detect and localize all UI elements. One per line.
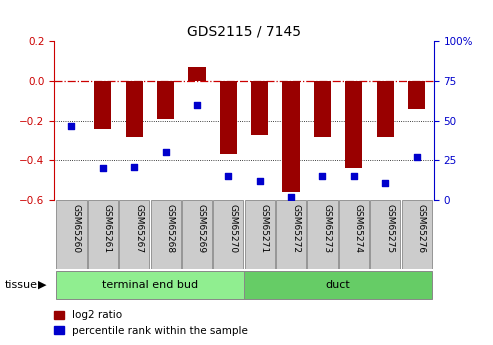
Text: ▶: ▶ [37,280,46,289]
Text: GSM65270: GSM65270 [228,204,237,253]
Bar [213,200,244,269]
Text: GSM65267: GSM65267 [134,204,143,253]
Bar [244,270,432,298]
Text: tissue: tissue [5,280,38,289]
Point [130,164,138,169]
Bar [182,200,212,269]
Point [224,174,232,179]
Bar [150,200,180,269]
Bar [282,81,300,192]
Bar [345,81,362,168]
Text: terminal end bud: terminal end bud [102,280,198,289]
Point [99,166,107,171]
Point [413,155,421,160]
Bar [251,81,268,135]
Text: GSM65269: GSM65269 [197,204,206,253]
Text: GSM65260: GSM65260 [71,204,80,253]
Bar [94,81,111,129]
Point [381,180,389,185]
Text: GSM65273: GSM65273 [322,204,331,253]
Legend: log2 ratio, percentile rank within the sample: log2 ratio, percentile rank within the s… [50,306,252,340]
Bar [401,200,432,269]
Text: GSM65268: GSM65268 [166,204,175,253]
Point [256,178,264,184]
Bar [88,200,118,269]
Text: GSM65271: GSM65271 [260,204,269,253]
Point [193,102,201,108]
Point [162,150,170,155]
Text: GSM65274: GSM65274 [354,204,363,253]
Bar [56,270,244,298]
Point [68,123,75,128]
Bar [119,200,149,269]
Text: GSM65272: GSM65272 [291,204,300,253]
Title: GDS2115 / 7145: GDS2115 / 7145 [187,25,301,39]
Text: GSM65275: GSM65275 [385,204,394,253]
Point [318,174,326,179]
Point [350,174,358,179]
Bar [276,200,306,269]
Bar [377,81,394,137]
Text: duct: duct [326,280,351,289]
Bar [157,81,174,119]
Bar [308,200,338,269]
Text: GSM65261: GSM65261 [103,204,112,253]
Bar [314,81,331,137]
Point [287,194,295,200]
Bar [245,200,275,269]
Bar [370,200,400,269]
Bar [126,81,143,137]
Text: GSM65276: GSM65276 [417,204,425,253]
Bar [188,67,206,81]
Bar [408,81,425,109]
Bar [220,81,237,155]
Bar [339,200,369,269]
Bar [56,200,87,269]
